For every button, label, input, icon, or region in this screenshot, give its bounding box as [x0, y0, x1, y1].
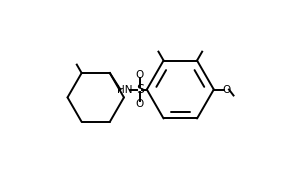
Text: S: S [136, 83, 144, 96]
Text: O: O [136, 70, 144, 80]
Text: O: O [222, 84, 230, 95]
Text: HN: HN [117, 84, 132, 95]
Text: O: O [136, 99, 144, 109]
